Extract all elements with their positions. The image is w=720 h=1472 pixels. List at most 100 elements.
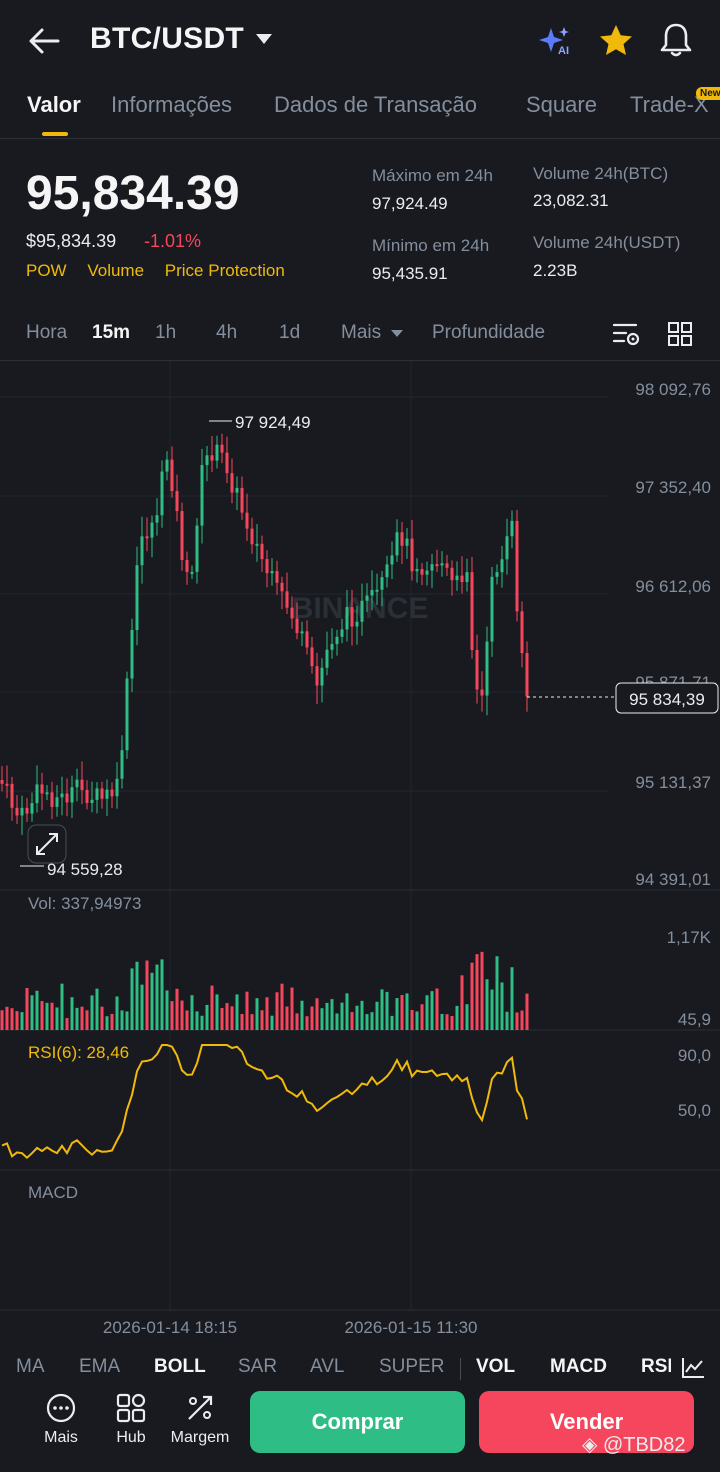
candle-body [225, 452, 229, 474]
candle-body [405, 538, 409, 546]
interval-15m[interactable]: 15m [92, 322, 131, 343]
volume-bar [210, 985, 214, 1030]
interval-hora[interactable]: Hora [26, 322, 68, 343]
candle-body [165, 459, 169, 472]
candle-body [175, 491, 179, 512]
tab-dados-transacao[interactable]: Dados de Transação [274, 92, 478, 117]
candle-body [80, 779, 84, 790]
volume-bar [245, 991, 249, 1030]
chart-grid [0, 361, 720, 1311]
interval-4h[interactable]: 4h [216, 322, 238, 343]
candle-body [125, 678, 129, 751]
margin-percent-icon [188, 1395, 213, 1420]
volume-bar [335, 1013, 339, 1030]
low-label: Mínimo em 24h [372, 236, 490, 255]
volume-bar [80, 1006, 84, 1030]
hub-grid-icon [116, 1393, 146, 1423]
pair-title[interactable]: BTC/USDT [90, 22, 245, 55]
more-caret-icon[interactable] [391, 330, 403, 337]
volume-bar [320, 1008, 324, 1030]
tab-valor[interactable]: Valor [27, 92, 81, 117]
interval-more[interactable]: Mais [341, 322, 382, 343]
candle-body [90, 799, 94, 804]
indicator-ema[interactable]: EMA [79, 1356, 121, 1377]
tab-trade-x[interactable]: Trade-X [630, 92, 709, 117]
indicator-super[interactable]: SUPER [379, 1356, 445, 1377]
expand-icon[interactable] [27, 824, 67, 864]
candle-body [365, 595, 369, 601]
pair-dropdown-icon[interactable] [256, 34, 272, 44]
candle-body [20, 807, 24, 816]
price-change: -1.01% [144, 231, 202, 251]
volume-bar [130, 968, 134, 1030]
volume-bar [190, 995, 194, 1030]
low-marker: 94 559,28 [47, 860, 123, 879]
hub-button[interactable]: Hub [101, 1392, 161, 1447]
price-tick: 95 131,37 [635, 773, 711, 792]
candle-body [315, 666, 319, 686]
candle-body [40, 784, 44, 794]
active-tab-indicator [42, 132, 68, 136]
interval-depth[interactable]: Profundidade [432, 322, 546, 343]
tab-square[interactable]: Square [526, 92, 597, 117]
volume-bar [495, 956, 499, 1030]
bell-icon[interactable] [656, 20, 696, 60]
more-button[interactable]: Mais [31, 1392, 91, 1447]
volume-btc-label: Volume 24h(BTC) [533, 164, 669, 183]
candle-body [320, 667, 324, 686]
candle-body [15, 807, 19, 816]
indicator-chart-icon[interactable] [680, 1356, 706, 1380]
interval-1h[interactable]: 1h [155, 322, 177, 343]
margin-button[interactable]: Margem [170, 1392, 230, 1447]
sell-button[interactable]: Vender [479, 1391, 694, 1453]
volume-bar [385, 991, 389, 1030]
volume-bar [250, 1014, 254, 1030]
indicator-avl[interactable]: AVL [310, 1356, 345, 1377]
tag-pow[interactable]: POW [26, 261, 67, 280]
volume-bar [30, 995, 34, 1030]
back-arrow-icon[interactable] [26, 24, 62, 58]
candle-body [105, 789, 109, 799]
tab-informacoes[interactable]: Informações [111, 92, 233, 117]
chart-settings-icon[interactable] [612, 320, 642, 348]
candle-body [45, 792, 49, 795]
indicator-boll[interactable]: BOLL [154, 1356, 206, 1377]
fiat-price: $95,834.39 [26, 231, 117, 251]
indicator-sar[interactable]: SAR [238, 1356, 278, 1377]
candle-body [515, 520, 519, 612]
volume-bar [300, 1000, 304, 1030]
candle-body [180, 511, 184, 560]
candle-body [255, 543, 259, 546]
indicator-vol[interactable]: VOL [476, 1356, 516, 1377]
candle-body [75, 779, 79, 788]
candle-body [390, 555, 394, 565]
volume-bar [360, 1000, 364, 1030]
candle-body [220, 444, 224, 453]
volume-tick: 1,17K [667, 928, 712, 947]
tag-price-protection[interactable]: Price Protection [164, 261, 285, 280]
candle-body [95, 788, 99, 800]
tag-volume[interactable]: Volume [87, 261, 145, 280]
buy-button[interactable]: Comprar [250, 1391, 465, 1453]
volume-bar [105, 1016, 109, 1030]
candlestick-chart[interactable]: BINANCE 98 092,76 97 352,40 96 612,06 95… [0, 361, 720, 1341]
volume-bar [455, 1005, 459, 1030]
candle-body [280, 582, 284, 592]
volume-bar [115, 996, 119, 1030]
indicator-ma[interactable]: MA [16, 1356, 45, 1377]
interval-1d[interactable]: 1d [279, 322, 301, 343]
indicator-rsi[interactable]: RSI [641, 1356, 671, 1377]
binance-square-icon: ◈ [582, 1434, 603, 1456]
grid-layout-icon[interactable] [667, 321, 693, 347]
user-watermark: ◈ @TBD82 [582, 1432, 686, 1457]
star-icon[interactable] [596, 21, 636, 61]
indicator-macd[interactable]: MACD [550, 1356, 607, 1377]
volume-bar [135, 961, 139, 1030]
volume-usdt-value: 2.23B [533, 261, 578, 280]
volume-bar [520, 1010, 524, 1030]
ai-sparkle-icon[interactable]: AI [535, 22, 575, 62]
candle-body [0, 780, 4, 784]
price-tick: 94 391,01 [635, 870, 711, 889]
candle-body [170, 459, 174, 492]
candle-body [440, 563, 444, 566]
